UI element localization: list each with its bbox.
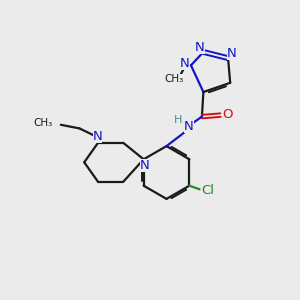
Text: N: N bbox=[184, 120, 194, 133]
Text: N: N bbox=[179, 57, 189, 70]
Text: H: H bbox=[174, 115, 182, 124]
Text: CH₃: CH₃ bbox=[164, 74, 184, 84]
Text: N: N bbox=[93, 130, 102, 143]
Text: Cl: Cl bbox=[201, 184, 214, 197]
Text: O: O bbox=[222, 108, 232, 121]
Text: N: N bbox=[227, 47, 236, 60]
Text: N: N bbox=[195, 41, 205, 54]
Text: N: N bbox=[140, 159, 150, 172]
Text: CH₃: CH₃ bbox=[33, 118, 52, 128]
